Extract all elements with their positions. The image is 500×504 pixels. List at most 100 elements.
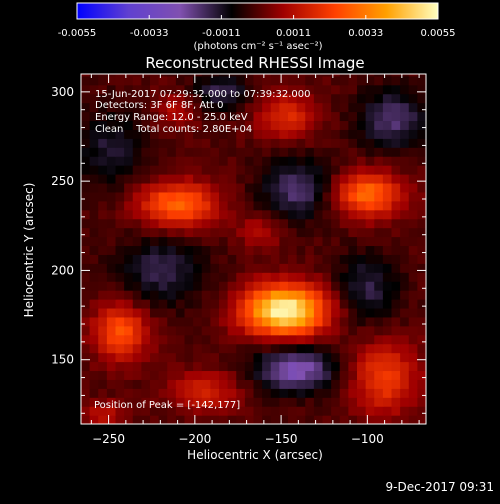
heatmap-cell (210, 102, 220, 113)
heatmap-cell (201, 120, 211, 130)
heatmap-cell (193, 334, 203, 345)
heatmap-cell (348, 343, 358, 354)
heatmap-cell (236, 245, 246, 255)
heatmap-cell (400, 93, 410, 104)
heatmap-cell (201, 299, 211, 309)
heatmap-cell (184, 397, 194, 407)
heatmap-cell (236, 343, 246, 354)
heatmap-cell (175, 102, 186, 113)
heatmap-cell (279, 352, 289, 363)
heatmap-cell (132, 111, 142, 122)
heatmap-cell (175, 415, 186, 424)
heatmap-cell (331, 245, 341, 255)
heatmap-cell (184, 156, 194, 166)
heatmap-cell (296, 352, 306, 363)
heatmap-cell (288, 182, 298, 193)
heatmap-cell (158, 281, 168, 291)
heatmap-cell (158, 307, 168, 318)
heatmap-cell (357, 361, 367, 372)
heatmap-cell (219, 361, 229, 372)
heatmap-cell (193, 138, 203, 148)
heatmap-cell (219, 218, 229, 229)
heatmap-cell (322, 352, 332, 363)
heatmap-cell (227, 120, 237, 130)
heatmap-cell (382, 120, 393, 130)
heatmap-cell (167, 200, 177, 211)
heatmap-cell (184, 93, 194, 104)
heatmap-cell (158, 227, 168, 238)
heatmap-cell (132, 415, 142, 424)
heatmap-cell (219, 281, 229, 291)
heatmap-cell (89, 111, 99, 122)
heatmap-cell (365, 415, 375, 424)
heatmap-cell (322, 147, 332, 157)
heatmap-cell (210, 111, 220, 122)
heatmap-cell (167, 182, 177, 193)
heatmap-cell (98, 379, 108, 389)
heatmap-cell (408, 325, 418, 336)
heatmap-cell (106, 281, 117, 291)
heatmap-cell (201, 325, 211, 336)
heatmap-cell (357, 370, 367, 380)
heatmap-cell (279, 325, 289, 336)
heatmap-cell (408, 397, 418, 407)
heatmap-cell (391, 343, 401, 354)
heatmap-cell (210, 397, 220, 407)
heatmap-cell (227, 84, 237, 95)
heatmap-cell (141, 102, 151, 113)
heatmap-cell (201, 218, 211, 229)
heatmap-cell (89, 93, 99, 104)
heatmap-cell (365, 138, 375, 148)
heatmap-cell (331, 272, 341, 282)
heatmap-cell (262, 174, 272, 184)
heatmap-cell (175, 343, 186, 354)
heatmap-cell (408, 307, 418, 318)
heatmap-cell (132, 165, 142, 175)
heatmap-cell (279, 174, 289, 184)
heatmap-cell (201, 191, 211, 202)
heatmap-cell (98, 120, 108, 130)
heatmap-cell (141, 299, 151, 309)
heatmap-cell (270, 281, 280, 291)
heatmap-cell (106, 102, 117, 113)
heatmap-cell (374, 209, 384, 220)
heatmap-cell (98, 361, 108, 372)
heatmap-cell (408, 236, 418, 247)
heatmap-cell (253, 174, 263, 184)
heatmap-cell (236, 352, 246, 363)
heatmap-cell (81, 156, 91, 166)
heatmap-cell (322, 84, 332, 95)
heatmap-cell (313, 307, 324, 318)
heatmap-cell (175, 290, 186, 300)
heatmap-cell (115, 227, 125, 238)
heatmap-cell (417, 263, 426, 273)
heatmap-cell (262, 191, 272, 202)
heatmap-cell (348, 325, 358, 336)
heatmap-cell (132, 361, 142, 372)
heatmap-cell (193, 361, 203, 372)
heatmap-cell (296, 74, 306, 77)
heatmap-cell (374, 343, 384, 354)
heatmap-cell (417, 415, 426, 424)
heatmap-cell (132, 236, 142, 247)
heatmap-cell (227, 370, 237, 380)
heatmap-cell (339, 227, 349, 238)
heatmap-cell (391, 93, 401, 104)
heatmap-cell (296, 343, 306, 354)
heatmap-cell (296, 254, 306, 264)
heatmap-cell (150, 388, 160, 398)
heatmap-cell (382, 165, 393, 175)
heatmap-cell (210, 254, 220, 264)
heatmap-cell (313, 370, 324, 380)
heatmap-cell (348, 254, 358, 264)
heatmap-cell (400, 254, 410, 264)
heatmap-cell (365, 263, 375, 273)
heatmap-cell (288, 74, 298, 77)
heatmap-cell (98, 209, 108, 220)
colorbar-frame (76, 2, 439, 20)
heatmap-cell (253, 361, 263, 372)
heatmap-cell (391, 129, 401, 139)
heatmap-cell (270, 325, 280, 336)
heatmap-cell (236, 281, 246, 291)
